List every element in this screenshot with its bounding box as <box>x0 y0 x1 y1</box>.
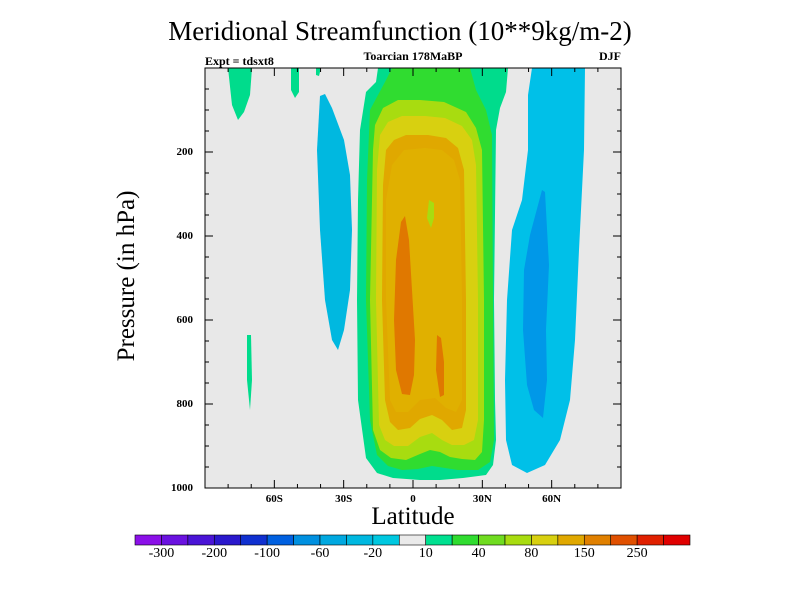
x-tick-label: 60S <box>265 493 283 505</box>
contour-sh-small-a <box>291 68 299 98</box>
colorbar-swatch <box>504 534 532 546</box>
x-tick-label: 30S <box>335 493 353 505</box>
colorbar-swatch <box>636 534 664 546</box>
colorbar-swatch <box>557 534 585 546</box>
colorbar-swatch <box>346 534 374 546</box>
colorbar-swatch <box>451 534 479 546</box>
colorbar-swatch <box>266 534 294 546</box>
colorbar-swatch <box>293 534 321 546</box>
y-tick-label: 600 <box>176 314 194 326</box>
colorbar-swatch <box>187 534 215 546</box>
colorbar-label: -300 <box>148 546 175 561</box>
colorbar-label: 10 <box>418 546 433 561</box>
colorbar-label: 80 <box>524 546 539 561</box>
colorbar-swatch <box>372 534 400 546</box>
contour-sh-polar <box>228 68 252 120</box>
y-tick-label: 200 <box>176 146 194 158</box>
y-tick-label: 400 <box>176 230 194 242</box>
contour-sh-small-b <box>316 68 321 76</box>
chart-title: Meridional Streamfunction (10**9kg/m-2) <box>168 16 632 46</box>
colorbar-swatch <box>398 534 427 546</box>
contour-sh-ferrel <box>317 94 352 350</box>
contour-field <box>228 68 585 480</box>
contour-nh-ferrel-inner <box>523 190 549 418</box>
colorbar-label: -100 <box>254 546 280 561</box>
colorbar-swatch <box>161 534 189 546</box>
y-tick-label: 800 <box>176 398 194 410</box>
colorbar-swatch <box>319 534 347 546</box>
colorbar-label: 250 <box>626 546 648 561</box>
colorbar <box>134 534 691 546</box>
axis-ticks <box>204 68 622 489</box>
y-axis-label: Pressure (in hPa) <box>113 190 140 362</box>
contour-hadley-150-b <box>436 335 444 397</box>
x-tick-label: 60N <box>542 493 562 505</box>
colorbar-swatch <box>240 534 268 546</box>
contour-sh-deep-sliver <box>247 335 252 410</box>
contour-hadley-150-a <box>394 216 415 395</box>
x-axis-label: Latitude <box>371 503 455 530</box>
subtitle-center: Toarcian 178MaBP <box>363 49 463 63</box>
colorbar-swatch <box>134 534 162 546</box>
contour-hadley-inner-green <box>427 200 434 228</box>
x-tick-label: 0 <box>410 493 416 505</box>
colorbar-swatch <box>531 534 559 546</box>
y-tick-label: 1000 <box>171 482 193 494</box>
subtitle-left: Expt = tdsxt8 <box>205 54 274 68</box>
subtitle-right: DJF <box>599 49 621 63</box>
x-tick-label: 30N <box>472 493 492 505</box>
colorbar-label: -60 <box>310 546 330 561</box>
colorbar-label: 150 <box>573 546 595 561</box>
colorbar-swatch <box>663 534 691 546</box>
colorbar-swatch <box>583 534 612 546</box>
colorbar-label: -20 <box>363 546 383 561</box>
colorbar-swatch <box>478 534 506 546</box>
colorbar-label: 40 <box>471 546 486 561</box>
colorbar-label: -200 <box>201 546 228 561</box>
colorbar-swatch <box>610 534 638 546</box>
colorbar-swatch <box>213 534 242 546</box>
colorbar-swatch <box>425 534 453 546</box>
